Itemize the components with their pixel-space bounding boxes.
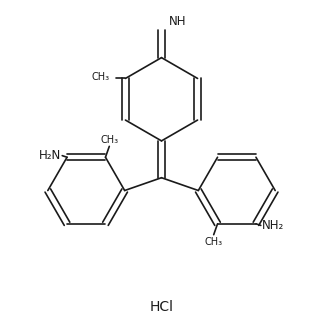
Text: HCl: HCl <box>150 300 173 314</box>
Text: NH₂: NH₂ <box>262 219 285 232</box>
Text: NH: NH <box>169 15 186 29</box>
Text: CH₃: CH₃ <box>100 135 118 145</box>
Text: H₂N: H₂N <box>38 149 61 162</box>
Text: CH₃: CH₃ <box>92 73 110 83</box>
Text: CH₃: CH₃ <box>205 237 223 247</box>
